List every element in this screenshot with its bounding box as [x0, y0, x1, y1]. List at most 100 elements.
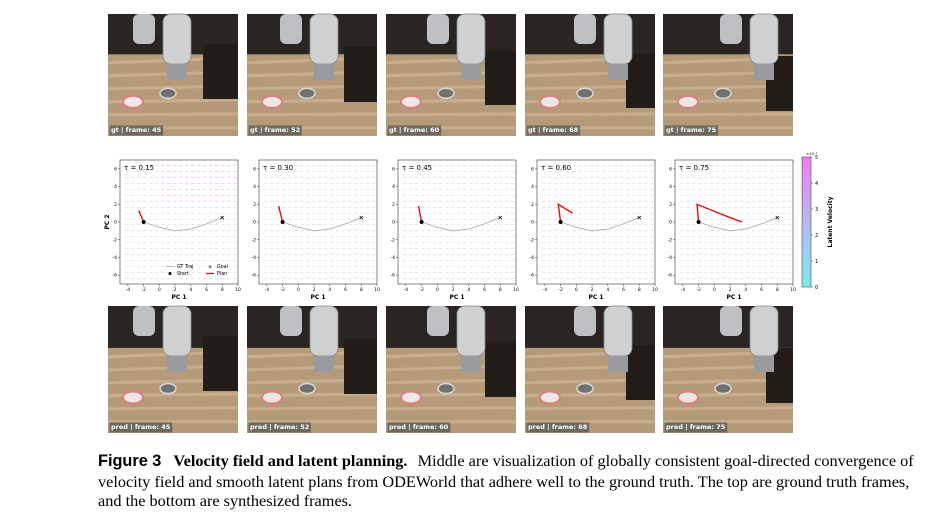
- field-arrow: [619, 176, 624, 178]
- robot-link: [133, 14, 155, 44]
- field-arrow: [281, 254, 286, 256]
- field-arrow: [613, 272, 618, 274]
- field-arrow: [365, 164, 370, 166]
- field-arrow: [571, 260, 576, 262]
- field-arrow: [541, 224, 546, 226]
- x-tick-label: 2: [729, 287, 732, 293]
- field-arrow: [691, 224, 696, 226]
- field-arrow: [541, 206, 546, 208]
- field-arrow: [721, 176, 726, 178]
- field-arrow: [607, 164, 612, 166]
- field-arrow: [226, 176, 231, 178]
- field-arrow: [486, 212, 491, 214]
- field-arrow: [172, 224, 177, 226]
- field-arrow: [154, 188, 159, 190]
- field-arrow: [178, 170, 183, 172]
- field-arrow: [335, 164, 340, 166]
- field-arrow: [305, 272, 310, 274]
- field-arrow: [275, 236, 280, 238]
- field-arrow: [190, 254, 195, 256]
- field-arrow: [498, 266, 503, 268]
- field-arrow: [637, 266, 642, 268]
- field-arrow: [685, 236, 690, 238]
- field-arrow: [438, 194, 443, 196]
- field-arrow: [347, 176, 352, 178]
- field-arrow: [601, 248, 606, 250]
- field-arrow: [281, 266, 286, 268]
- field-arrow: [142, 278, 147, 280]
- field-arrow: [323, 188, 328, 190]
- field-arrow: [601, 194, 606, 196]
- field-arrow: [474, 164, 479, 166]
- field-arrow: [408, 200, 413, 202]
- field-arrow: [178, 194, 183, 196]
- field-arrow: [329, 260, 334, 262]
- field-arrow: [559, 272, 564, 274]
- field-arrow: [541, 242, 546, 244]
- field-arrow: [359, 188, 364, 190]
- field-arrow: [371, 242, 376, 244]
- field-arrow: [595, 272, 600, 274]
- field-arrow: [359, 224, 364, 226]
- field-arrow: [510, 206, 515, 208]
- field-arrow: [341, 266, 346, 268]
- field-arrow: [311, 188, 316, 190]
- y-tick-label: 4: [114, 184, 117, 190]
- field-arrow: [359, 176, 364, 178]
- field-arrow: [263, 266, 268, 268]
- field-arrow: [166, 254, 171, 256]
- field-arrow: [287, 212, 292, 214]
- field-arrow: [504, 278, 509, 280]
- field-arrow: [498, 176, 503, 178]
- field-arrow: [745, 266, 750, 268]
- wood-grain: [662, 406, 794, 411]
- field-arrow: [305, 224, 310, 226]
- field-arrow: [541, 218, 546, 220]
- field-arrow: [420, 242, 425, 244]
- gripper: [314, 356, 334, 372]
- field-arrow: [353, 224, 358, 226]
- field-arrow: [341, 218, 346, 220]
- field-arrow: [432, 236, 437, 238]
- y-tick-label: 6: [114, 166, 117, 172]
- field-arrow: [220, 242, 225, 244]
- field-arrow: [232, 266, 237, 268]
- field-arrow: [510, 272, 515, 274]
- field-arrow: [432, 278, 437, 280]
- field-arrow: [637, 254, 642, 256]
- field-arrow: [148, 200, 153, 202]
- field-arrow: [492, 182, 497, 184]
- field-arrow: [565, 200, 570, 202]
- field-arrow: [166, 212, 171, 214]
- x-axis-label: PC 1: [310, 294, 325, 301]
- field-arrow: [637, 206, 642, 208]
- field-arrow: [426, 188, 431, 190]
- field-arrow: [311, 164, 316, 166]
- field-arrow: [220, 236, 225, 238]
- field-arrow: [733, 254, 738, 256]
- field-arrow: [371, 218, 376, 220]
- field-arrow: [214, 176, 219, 178]
- field-arrow: [757, 194, 762, 196]
- field-arrow: [571, 188, 576, 190]
- field-arrow: [577, 278, 582, 280]
- field-arrow: [130, 176, 135, 178]
- field-arrow: [438, 230, 443, 232]
- x-tick-label: 4: [744, 287, 747, 293]
- field-arrow: [323, 260, 328, 262]
- field-arrow: [619, 230, 624, 232]
- field-arrow: [751, 224, 756, 226]
- field-arrow: [691, 164, 696, 166]
- field-arrow: [625, 230, 630, 232]
- field-arrow: [486, 218, 491, 220]
- gripper: [461, 356, 481, 372]
- field-arrow: [124, 254, 129, 256]
- field-arrow: [202, 272, 207, 274]
- field-arrow: [613, 242, 618, 244]
- field-arrow: [504, 224, 509, 226]
- field-arrow: [365, 200, 370, 202]
- field-arrow: [721, 182, 726, 184]
- field-arrow: [172, 182, 177, 184]
- field-arrow: [154, 182, 159, 184]
